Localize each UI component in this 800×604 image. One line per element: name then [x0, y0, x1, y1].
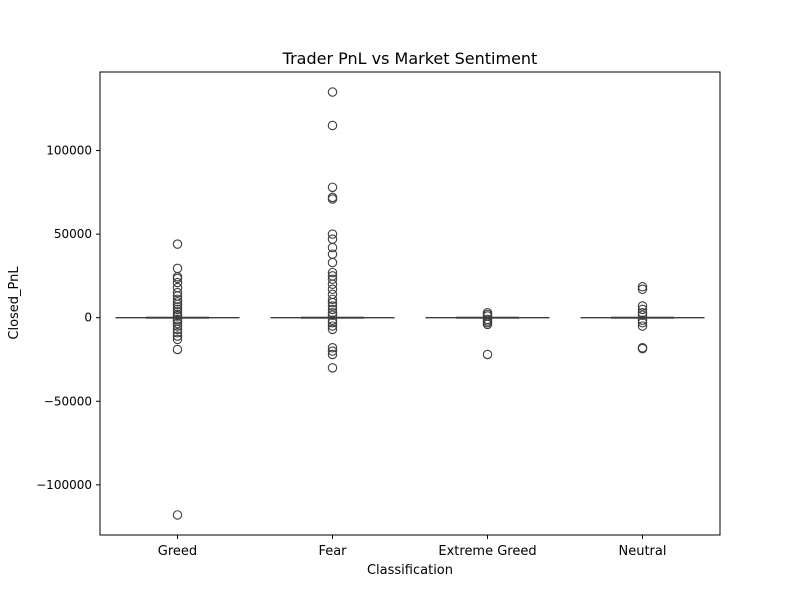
outlier-point — [637, 301, 648, 311]
y-axis: −100000 −50000 0 50000 100000 — [36, 144, 100, 492]
outlier-point — [172, 287, 183, 298]
outlier-point — [327, 343, 338, 353]
plot-area — [115, 87, 705, 520]
outlier-point — [327, 267, 338, 278]
outlier-point — [327, 315, 338, 325]
outlier-point — [327, 294, 338, 305]
outlier-point — [637, 310, 648, 320]
outlier-point — [327, 321, 338, 331]
box-group-greed — [115, 239, 240, 520]
outlier-point — [327, 257, 338, 268]
y-tick-label: 0 — [84, 311, 92, 325]
y-tick-label: 100000 — [46, 144, 92, 158]
outlier-point — [172, 263, 183, 274]
outlier-point — [172, 297, 183, 307]
outlier-point — [327, 363, 338, 373]
outlier-point — [327, 349, 338, 360]
outlier-point — [327, 317, 338, 328]
x-tick-label: Extreme Greed — [438, 544, 536, 559]
y-tick-label: 50000 — [54, 227, 92, 241]
plot-frame — [99, 71, 721, 536]
outlier-point — [327, 304, 338, 315]
outlier-point — [327, 346, 338, 356]
outlier-point — [637, 304, 648, 315]
x-axis: Greed Fear Extreme Greed Neutral — [158, 535, 667, 559]
outlier-point — [327, 87, 338, 97]
outlier-point — [637, 307, 648, 318]
box-group-fear — [270, 87, 395, 373]
outlier-point — [327, 324, 338, 335]
outlier-point — [172, 277, 183, 288]
outlier-point — [172, 302, 183, 312]
outlier-point — [327, 249, 338, 259]
outlier-point — [327, 289, 338, 300]
outlier-point — [172, 328, 183, 338]
outlier-point — [327, 192, 338, 203]
outlier-point — [172, 344, 183, 355]
x-tick-label: Fear — [318, 544, 347, 559]
outlier-point — [637, 284, 648, 295]
chart-title: Trader PnL vs Market Sentiment — [282, 49, 538, 68]
outlier-point — [172, 314, 183, 325]
x-tick-label: Greed — [158, 544, 197, 559]
outlier-point — [637, 321, 648, 331]
outlier-point — [327, 301, 338, 311]
outlier-point — [482, 349, 493, 360]
x-tick-label: Neutral — [619, 544, 667, 559]
outlier-point — [172, 282, 183, 293]
y-tick-label: −50000 — [44, 394, 92, 408]
outlier-point — [637, 282, 648, 292]
outlier-point — [327, 120, 338, 131]
outlier-point — [172, 334, 183, 345]
outlier-point — [327, 307, 338, 318]
outlier-point — [172, 321, 183, 331]
outlier-point — [327, 234, 338, 244]
outlier-point — [637, 343, 648, 353]
outlier-point — [327, 310, 338, 320]
outlier-point — [327, 271, 338, 281]
box-group-extreme-greed — [425, 307, 550, 360]
outlier-point — [482, 307, 493, 318]
outlier-point — [172, 307, 183, 317]
outlier-point — [327, 182, 338, 193]
outlier-point — [172, 239, 183, 249]
outlier-point — [172, 318, 183, 329]
box-group-neutral — [580, 282, 705, 354]
outlier-point — [172, 294, 183, 305]
outlier-point — [327, 279, 338, 290]
outlier-point — [172, 331, 183, 341]
x-axis-label: Classification — [367, 563, 453, 578]
outlier-point — [327, 274, 338, 285]
y-axis-label: Closed_PnL — [7, 266, 22, 340]
outlier-point — [482, 314, 493, 325]
outlier-point — [637, 315, 648, 325]
outlier-point — [327, 284, 338, 295]
outlier-point — [637, 317, 648, 328]
outlier-point — [172, 309, 183, 320]
outlier-point — [172, 510, 183, 520]
outlier-point — [327, 229, 338, 239]
outlier-point — [172, 304, 183, 315]
y-tick-label: −100000 — [36, 478, 92, 492]
